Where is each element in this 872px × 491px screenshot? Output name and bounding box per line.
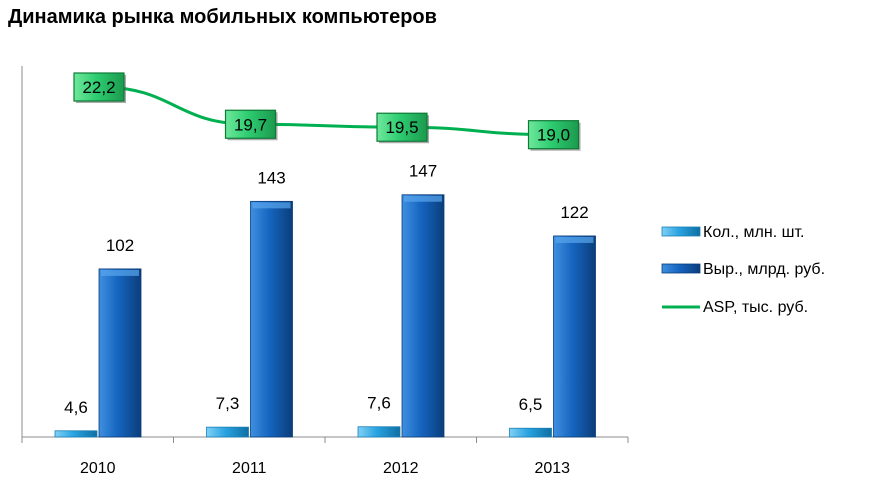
asp-point-box-2012 — [376, 112, 428, 142]
data-label-asp-2011: 19,7 — [234, 115, 267, 134]
data-label-revenue-2011: 143 — [257, 168, 285, 187]
data-label-qty-2010: 4,6 — [64, 398, 88, 417]
bar-qty-2011 — [206, 426, 249, 438]
legend-label-revenue: Выр., млрд. руб. — [703, 261, 825, 278]
bar-qty-2013 — [509, 427, 552, 438]
legend-swatch-revenue — [661, 263, 701, 274]
data-label-qty-2012: 7,6 — [367, 394, 391, 413]
bar-revenue-2011 — [250, 200, 293, 438]
bar-revenue-cap — [252, 202, 291, 209]
data-label-revenue-2010: 102 — [106, 236, 134, 255]
legend-label-qty: Кол., млн. шт. — [703, 224, 804, 241]
data-label-qty-2011: 7,3 — [216, 394, 240, 413]
bar-revenue-2012 — [401, 194, 445, 438]
x-tick-label-2011: 2011 — [232, 460, 267, 477]
bar-revenue-cap — [404, 195, 442, 202]
data-label-asp-2013: 19,0 — [537, 126, 570, 145]
legend-label-asp: ASP, тыс. руб. — [703, 299, 808, 316]
series-line-asp — [98, 85, 554, 137]
x-tick-label-2012: 2012 — [383, 460, 419, 477]
bar-revenue-cap — [101, 269, 139, 276]
asp-point-box-2011 — [224, 109, 277, 139]
bar-revenue-cap — [555, 236, 594, 243]
data-label-revenue-2012: 147 — [409, 162, 437, 181]
bar-revenue-2013 — [553, 235, 596, 438]
bar-revenue-2010 — [98, 268, 142, 438]
chart-title: Динамика рынка мобильных компьютеров — [8, 6, 437, 28]
x-tick-label-2013: 2013 — [534, 460, 570, 477]
legend-swatch-qty — [661, 226, 701, 237]
asp-point-box-2010 — [73, 72, 125, 102]
bar-qty-2012 — [357, 426, 401, 438]
asp-point-box-2013 — [527, 120, 580, 150]
data-label-asp-2010: 22,2 — [82, 78, 115, 97]
data-label-asp-2012: 19,5 — [385, 118, 418, 137]
x-tick-label-2010: 2010 — [80, 460, 116, 477]
data-label-qty-2013: 6,5 — [519, 395, 543, 414]
bar-qty-2010 — [54, 430, 98, 438]
data-label-revenue-2013: 122 — [560, 203, 588, 222]
